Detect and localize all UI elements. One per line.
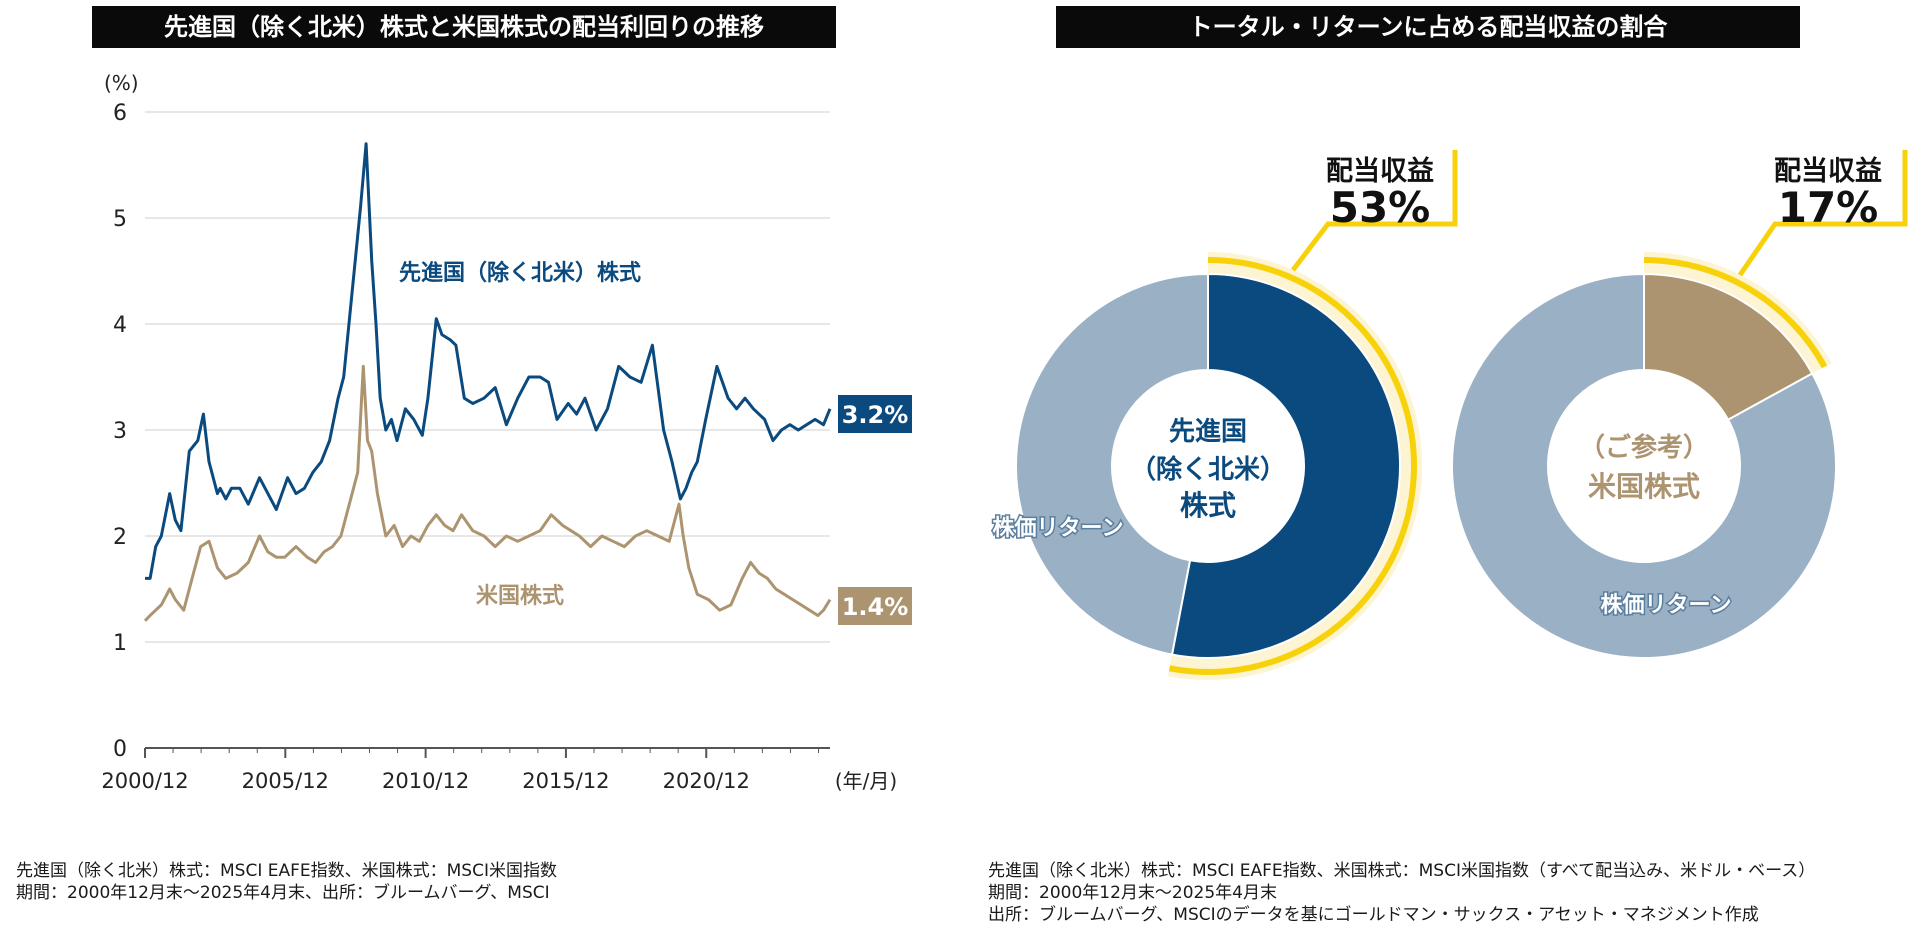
donut-center-label: 先進国 [1169, 417, 1247, 447]
x-tick-label: 2010/12 [382, 769, 469, 793]
y-tick-label: 0 [113, 737, 127, 762]
series-label: 米国株式 [476, 584, 564, 609]
footnote-line: 期間：2000年12月末～2025年4月末 [988, 883, 1277, 903]
callout-leader [1737, 150, 1908, 277]
price-return-label: 株価リターン [993, 516, 1124, 541]
end-value-badge [838, 395, 912, 433]
highlight-arc [1168, 257, 1417, 675]
x-unit-label: (年/月) [835, 769, 897, 793]
right-footnotes: 先進国（除く北米）株式：MSCI EAFE指数、米国株式：MSCI米国指数（すべ… [988, 860, 1815, 926]
y-unit-label: (%) [104, 71, 139, 95]
callout-value: 53% [1330, 183, 1431, 232]
dividend-yield-line-chart: 0 1 2 3 4 5 6 (%) 2000/12 2005/12 2010/12 2015/12 20… [101, 71, 912, 793]
end-value-label: 3.2% [842, 401, 909, 429]
callout-leader [1291, 150, 1458, 272]
y-tick-label: 4 [113, 313, 127, 338]
price-return-slice [1451, 272, 1837, 659]
highlight-glow [1644, 252, 1832, 374]
x-tick-label: 2020/12 [663, 769, 750, 793]
end-value-badge [838, 587, 912, 625]
dividend-slice [1643, 272, 1814, 422]
callout-value: 17% [1778, 183, 1879, 232]
highlight-arc [1643, 257, 1828, 369]
y-tick-label: 5 [113, 207, 127, 232]
series-line-developed-ex-na [145, 142, 832, 580]
series-line-us [143, 364, 832, 622]
donut-center-label: 株式 [1180, 489, 1236, 522]
left-chart-title: 先進国（除く北米）株式と米国株式の配当利回りの推移 [92, 6, 836, 48]
donut-center-label: 米国株式 [1588, 470, 1700, 503]
y-tick-label: 2 [113, 525, 127, 550]
left-footnotes: 先進国（除く北米）株式：MSCI EAFE指数、米国株式：MSCI米国指数 期間… [16, 860, 557, 904]
price-return-slice [1015, 272, 1209, 656]
footnote-line: 期間：2000年12月末～2025年4月末、出所：ブルームバーグ、MSCI [16, 883, 550, 903]
footnote-line: 先進国（除く北米）株式：MSCI EAFE指数、米国株式：MSCI米国指数（すべ… [988, 861, 1816, 881]
dividend-slice [1170, 272, 1401, 659]
y-tick-label: 6 [113, 101, 127, 126]
x-tick-label: 2005/12 [242, 769, 329, 793]
x-tick-label: 2015/12 [522, 769, 609, 793]
footnote-line: 出所：ブルームバーグ、MSCIのデータを基にゴールドマン・サックス・アセット・マ… [988, 905, 1759, 925]
y-tick-label: 3 [113, 419, 127, 444]
donut-center-label: （除く北米） [1130, 454, 1286, 485]
y-tick-label: 1 [113, 631, 127, 656]
callout-title: 配当収益 [1774, 156, 1882, 187]
end-value-label: 1.4% [842, 593, 909, 621]
series-label: 先進国（除く北米）株式 [399, 260, 641, 286]
donut-center-label: （ご参考） [1579, 432, 1709, 463]
x-tick-label: 2000/12 [101, 769, 188, 793]
price-return-label: 株価リターン [1601, 593, 1732, 618]
footnote-line: 先進国（除く北米）株式：MSCI EAFE指数、米国株式：MSCI米国指数 [16, 861, 557, 881]
callout-title: 配当収益 [1326, 156, 1434, 187]
right-chart-title: トータル・リターンに占める配当収益の割合 [1056, 6, 1800, 48]
